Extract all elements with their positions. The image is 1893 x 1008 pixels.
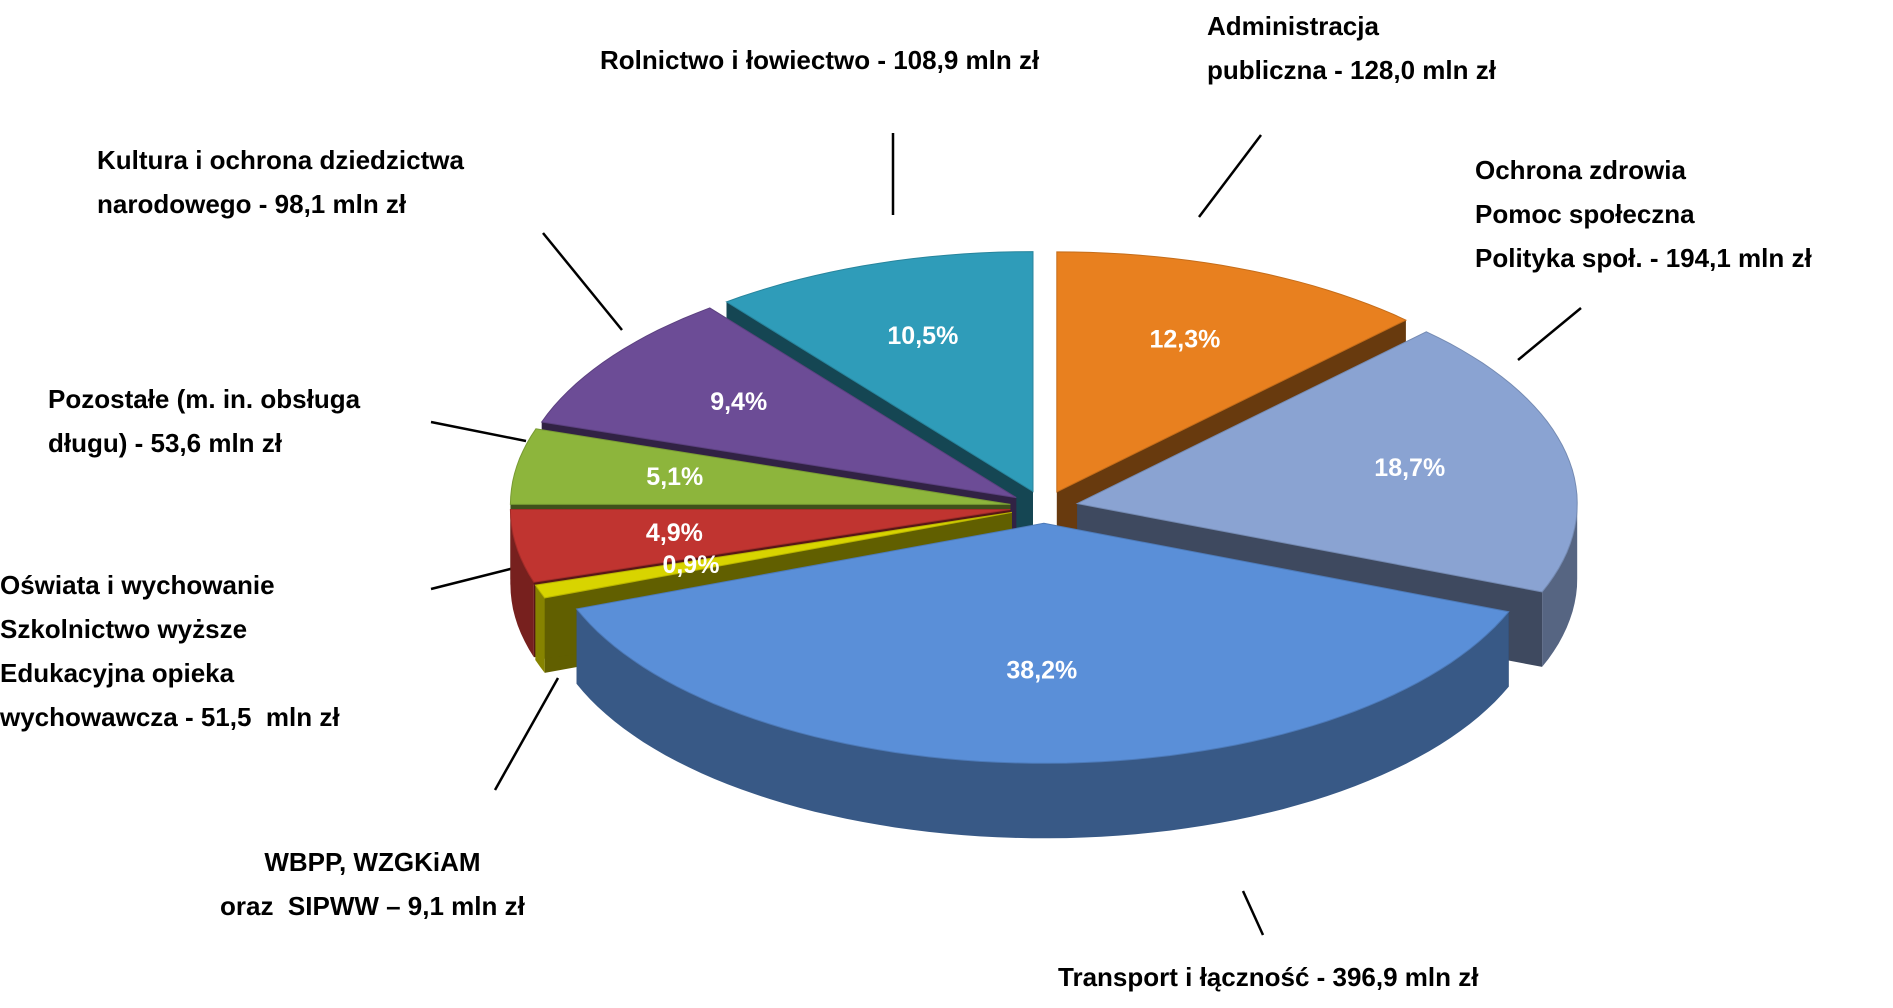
slice <box>1056 251 1408 493</box>
value-label: 4,9% <box>646 519 703 547</box>
category-label: Ochrona zdrowia Pomoc społeczna Polityka… <box>1475 155 1812 273</box>
leader-line <box>1198 134 1262 218</box>
value-label: 18,7% <box>1374 454 1445 482</box>
value-label: 9,4% <box>710 388 767 416</box>
category-label: Administracja publiczna - 128,0 mln zł <box>1207 11 1496 85</box>
category-label: Transport i łączność - 396,9 mln zł <box>1058 962 1479 992</box>
slice-side <box>535 585 545 673</box>
slice <box>540 307 1017 499</box>
slice <box>575 522 1510 764</box>
slice <box>509 428 1011 505</box>
leader-line <box>430 563 527 591</box>
value-label: 38,2% <box>1006 657 1077 685</box>
leader-line <box>430 420 527 443</box>
leader-line <box>1517 307 1582 361</box>
category-label: WBPP, WZGKiAM oraz SIPWW – 9,1 mln zł <box>220 847 525 921</box>
slice-side <box>1542 503 1578 667</box>
category-label: Oświata i wychowanie Szkolnictwo wyższe … <box>0 570 340 732</box>
value-label: 10,5% <box>887 322 958 350</box>
slice <box>534 511 1012 599</box>
value-label: 0,9% <box>662 551 719 579</box>
category-label: Rolnictwo i łowiectwo - 108,9 mln zł <box>600 45 1040 75</box>
slice <box>509 509 1011 583</box>
slice <box>1075 331 1578 593</box>
value-label: 12,3% <box>1150 325 1221 353</box>
leader-line <box>542 232 623 331</box>
category-label: Pozostałe (m. in. obsługa długu) - 53,6 … <box>48 384 361 458</box>
leader-line <box>1241 890 1265 936</box>
leaders <box>430 133 1582 936</box>
value-label: 5,1% <box>646 463 703 491</box>
slice-side <box>576 608 1509 839</box>
category-label: Kultura i ochrona dziedzictwa narodowego… <box>97 145 464 219</box>
slice <box>725 251 1034 493</box>
slice <box>575 522 1510 839</box>
leader-line <box>493 677 560 791</box>
